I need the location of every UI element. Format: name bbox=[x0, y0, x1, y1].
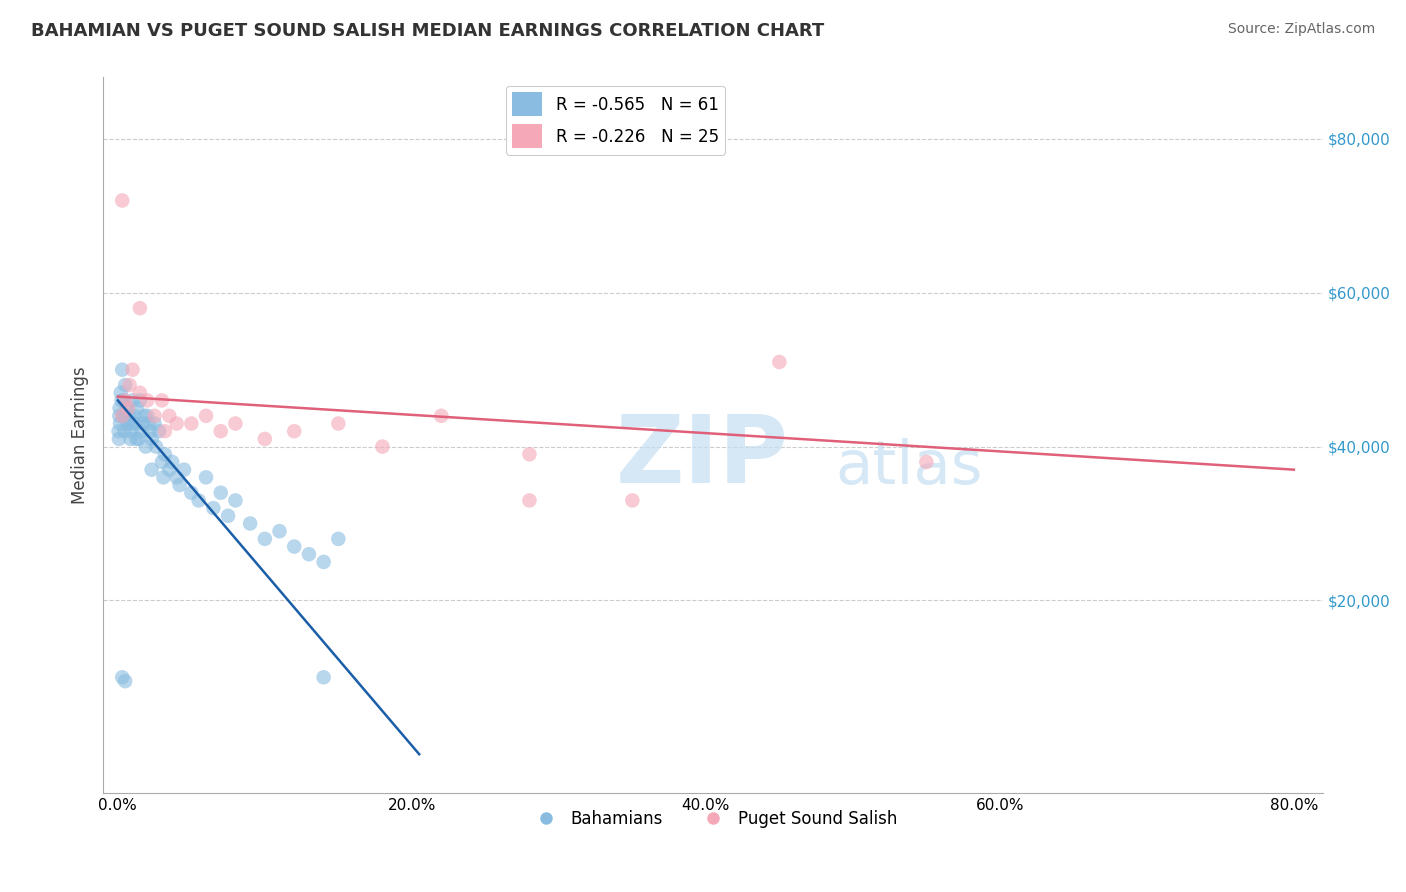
Point bbox=[134, 409, 156, 423]
Point bbox=[136, 409, 159, 423]
Point bbox=[145, 440, 167, 454]
Point bbox=[621, 493, 644, 508]
Point bbox=[122, 417, 145, 431]
Text: BAHAMIAN VS PUGET SOUND SALISH MEDIAN EARNINGS CORRELATION CHART: BAHAMIAN VS PUGET SOUND SALISH MEDIAN EA… bbox=[31, 22, 824, 40]
Point bbox=[114, 424, 136, 438]
Point bbox=[148, 424, 170, 438]
Point bbox=[173, 463, 195, 477]
Point bbox=[519, 493, 541, 508]
Point bbox=[121, 362, 143, 376]
Point bbox=[111, 409, 134, 423]
Point bbox=[157, 409, 180, 423]
Point bbox=[143, 409, 166, 423]
Point bbox=[195, 409, 218, 423]
Point bbox=[139, 424, 162, 438]
Point bbox=[136, 393, 159, 408]
Text: atlas: atlas bbox=[835, 438, 983, 497]
Legend: Bahamians, Puget Sound Salish: Bahamians, Puget Sound Salish bbox=[522, 803, 904, 834]
Point bbox=[328, 417, 350, 431]
Point bbox=[430, 409, 453, 423]
Point bbox=[114, 393, 136, 408]
Point bbox=[135, 440, 157, 454]
Point bbox=[768, 355, 790, 369]
Point bbox=[132, 417, 155, 431]
Point bbox=[120, 432, 142, 446]
Point bbox=[180, 485, 202, 500]
Point bbox=[117, 417, 139, 431]
Point bbox=[118, 378, 141, 392]
Point bbox=[166, 417, 188, 431]
Point bbox=[108, 417, 131, 431]
Point bbox=[312, 555, 335, 569]
Point bbox=[195, 470, 218, 484]
Point bbox=[110, 393, 132, 408]
Point bbox=[128, 301, 150, 315]
Point bbox=[117, 401, 139, 416]
Point bbox=[224, 493, 246, 508]
Point bbox=[150, 393, 173, 408]
Point bbox=[143, 417, 166, 431]
Point bbox=[120, 424, 142, 438]
Point bbox=[107, 424, 129, 438]
Point bbox=[125, 401, 148, 416]
Point bbox=[169, 478, 191, 492]
Point bbox=[217, 508, 239, 523]
Point bbox=[283, 424, 305, 438]
Point bbox=[166, 470, 188, 484]
Point bbox=[153, 447, 176, 461]
Point bbox=[283, 540, 305, 554]
Point bbox=[269, 524, 291, 538]
Point bbox=[150, 455, 173, 469]
Point bbox=[111, 670, 134, 684]
Point bbox=[209, 485, 232, 500]
Point bbox=[127, 432, 149, 446]
Point bbox=[153, 424, 176, 438]
Point bbox=[114, 378, 136, 392]
Point bbox=[312, 670, 335, 684]
Text: Source: ZipAtlas.com: Source: ZipAtlas.com bbox=[1227, 22, 1375, 37]
Point bbox=[108, 432, 131, 446]
Point bbox=[111, 362, 134, 376]
Point bbox=[253, 432, 276, 446]
Point bbox=[108, 409, 131, 423]
Point bbox=[118, 409, 141, 423]
Point bbox=[915, 455, 938, 469]
Point bbox=[239, 516, 262, 531]
Point bbox=[138, 417, 160, 431]
Point bbox=[122, 409, 145, 423]
Point bbox=[115, 409, 138, 423]
Point bbox=[209, 424, 232, 438]
Point bbox=[152, 470, 174, 484]
Y-axis label: Median Earnings: Median Earnings bbox=[72, 367, 89, 504]
Point bbox=[125, 432, 148, 446]
Point bbox=[224, 417, 246, 431]
Point bbox=[371, 440, 394, 454]
Point bbox=[141, 432, 163, 446]
Point bbox=[160, 455, 183, 469]
Point bbox=[110, 385, 132, 400]
Point bbox=[117, 417, 139, 431]
Point bbox=[115, 401, 138, 416]
Point bbox=[202, 501, 225, 516]
Point bbox=[328, 532, 350, 546]
Point bbox=[519, 447, 541, 461]
Point bbox=[121, 393, 143, 408]
Point bbox=[108, 401, 131, 416]
Point bbox=[298, 547, 321, 561]
Point bbox=[128, 393, 150, 408]
Point bbox=[124, 417, 146, 431]
Point bbox=[112, 393, 135, 408]
Point bbox=[141, 463, 163, 477]
Point bbox=[111, 409, 134, 423]
Point bbox=[187, 493, 209, 508]
Point bbox=[128, 385, 150, 400]
Point bbox=[180, 417, 202, 431]
Point bbox=[111, 194, 134, 208]
Point bbox=[131, 424, 153, 438]
Point bbox=[253, 532, 276, 546]
Text: ZIP: ZIP bbox=[616, 410, 789, 502]
Point bbox=[157, 463, 180, 477]
Point bbox=[114, 674, 136, 689]
